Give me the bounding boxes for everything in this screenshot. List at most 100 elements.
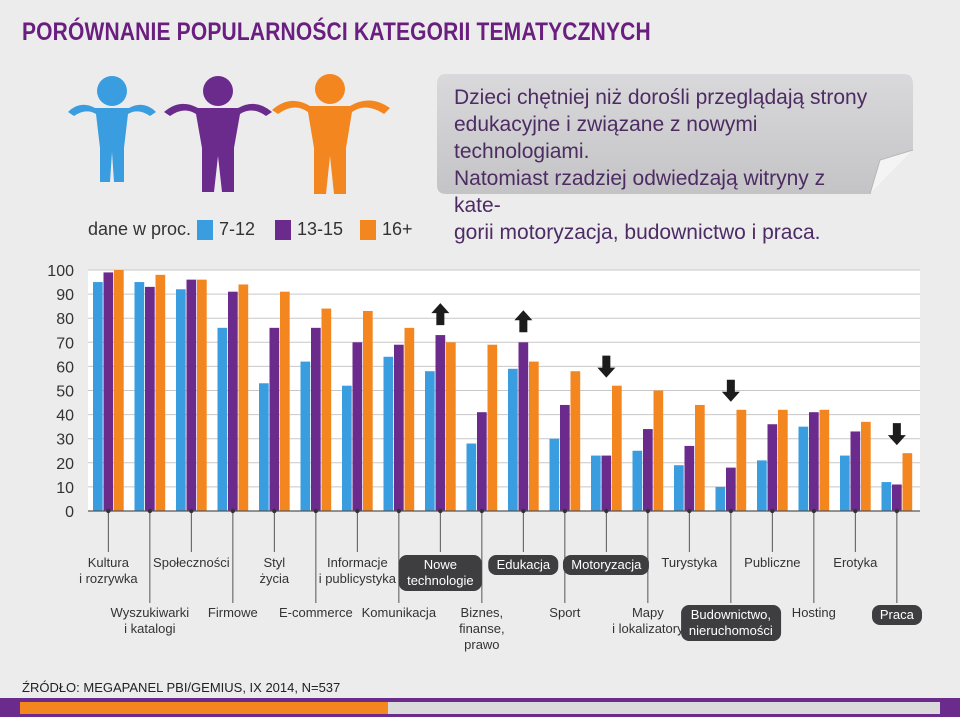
y-tick-label: 10 [56, 480, 74, 497]
bar [767, 424, 778, 511]
x-tick-label: Wyszukiwarki i katalogi [110, 605, 190, 636]
bar [435, 335, 446, 511]
bar [643, 429, 653, 511]
bar [570, 371, 581, 511]
bar [394, 344, 404, 511]
bar [269, 327, 280, 511]
legend-swatch [197, 220, 213, 240]
legend-title: dane w proc. [88, 219, 192, 239]
arrow-down-icon [887, 423, 906, 446]
leader-dot [811, 508, 817, 514]
x-tick-label: Informacje i publicystyka [318, 555, 396, 586]
bar [881, 482, 892, 511]
bar [529, 361, 539, 511]
bar [549, 438, 560, 511]
bar [176, 289, 186, 511]
y-tick-label: 50 [56, 384, 74, 401]
legend-label: 13-15 [297, 219, 344, 239]
bar [425, 371, 435, 511]
bar [383, 356, 394, 511]
bar [404, 327, 415, 511]
x-tick-label: Sport [549, 605, 581, 620]
arrow-up-icon [431, 303, 450, 326]
leader-dot [728, 508, 734, 514]
bar [477, 412, 487, 511]
bar [103, 272, 114, 511]
bar [819, 409, 830, 511]
y-tick-label: 0 [65, 504, 74, 521]
bar [466, 443, 477, 511]
bar [197, 279, 207, 511]
y-tick-label: 70 [56, 335, 74, 352]
bar [653, 390, 664, 511]
bar [217, 327, 228, 511]
bar [145, 286, 155, 511]
bar [518, 342, 529, 511]
bar [892, 484, 902, 511]
bar [809, 412, 819, 511]
bar [684, 445, 695, 511]
arrow-down-icon [721, 379, 740, 402]
bar [487, 344, 498, 511]
leader-dot [230, 508, 236, 514]
leader-dot [479, 508, 485, 514]
bar [778, 409, 788, 511]
bar [861, 421, 871, 511]
legend-label: 16+ [382, 219, 413, 239]
bar [601, 455, 612, 511]
bar [757, 460, 767, 511]
bar [280, 291, 290, 511]
legend-label: 7-12 [219, 219, 256, 239]
y-tick-label: 100 [47, 263, 74, 280]
leader-dot [106, 508, 111, 514]
arrow-up-icon [514, 310, 533, 333]
bar [508, 368, 518, 511]
x-tick-label: Motoryzacja [563, 555, 650, 575]
bar [736, 409, 747, 511]
bar [114, 270, 124, 511]
footer-stripe [0, 698, 960, 717]
bar [446, 342, 456, 511]
leader-dot [770, 508, 775, 514]
y-tick-label: 90 [56, 287, 74, 304]
bar [632, 450, 643, 511]
bar [695, 404, 705, 511]
y-tick-label: 30 [56, 432, 74, 449]
bar [300, 361, 311, 511]
x-tick-label: Biznes, finanse, prawo [459, 605, 505, 652]
bar [134, 282, 145, 511]
x-tick-label: Praca [871, 605, 922, 625]
bar [238, 284, 249, 511]
bar [352, 342, 363, 511]
legend-swatch [360, 220, 376, 240]
leader-dot [438, 508, 443, 514]
x-tick-label: Kultura i rozrywka [79, 555, 138, 586]
bar [93, 282, 103, 511]
y-tick-label: 60 [56, 359, 74, 376]
x-tick-label: Hosting [791, 605, 836, 620]
leader-dot [396, 508, 402, 514]
leader-dot [562, 508, 568, 514]
bar [560, 404, 570, 511]
children-icon [68, 74, 390, 194]
callout-box [437, 74, 914, 195]
x-tick-label: Społeczności [153, 555, 230, 570]
bar [259, 383, 269, 511]
leader-dot [604, 508, 609, 514]
x-tick-label: Komunikacja [361, 605, 437, 620]
leader-dot [853, 508, 858, 514]
x-tick-label: Edukacja [488, 555, 559, 575]
leader-dot [645, 508, 651, 514]
child-blue-icon [68, 76, 156, 182]
source-note: ŹRÓDŁO: MEGAPANEL PBI/GEMIUS, IX 2014, N… [22, 680, 341, 695]
bar [726, 467, 736, 511]
arrow-down-icon [597, 355, 616, 378]
leader-dot [355, 508, 360, 514]
bar [840, 455, 850, 511]
leader-dot [687, 508, 692, 514]
bar [342, 385, 352, 511]
bar [186, 279, 197, 511]
leader-dot [894, 508, 900, 514]
leader-dot [272, 508, 277, 514]
